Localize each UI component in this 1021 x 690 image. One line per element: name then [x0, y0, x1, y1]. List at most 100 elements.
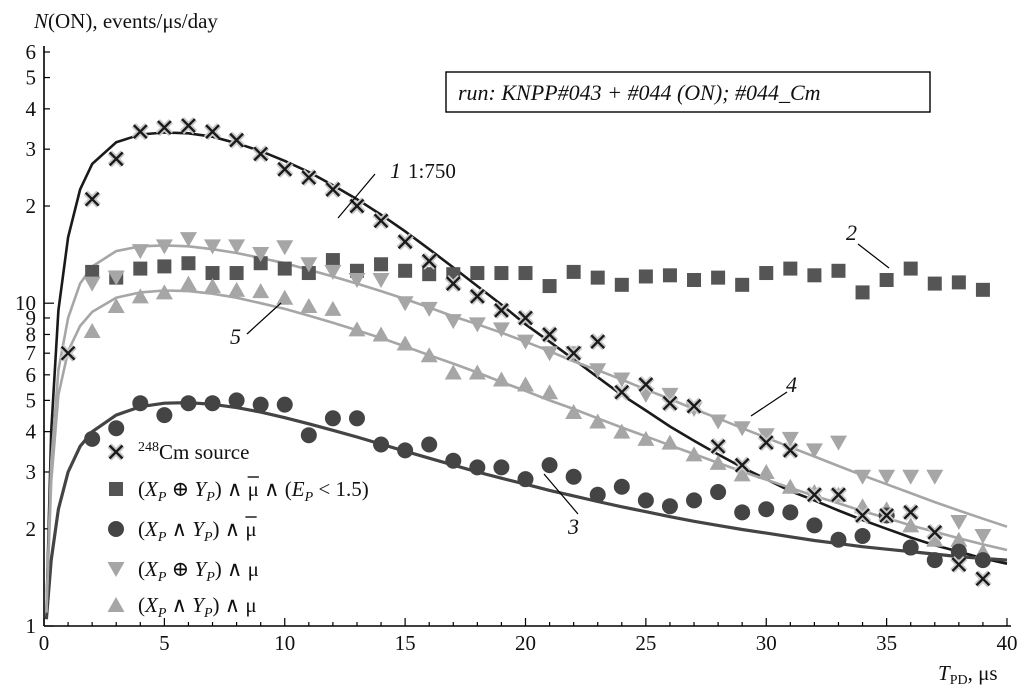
- point-sq: [614, 277, 629, 292]
- point-sq: [133, 261, 148, 276]
- point-circ: [276, 396, 293, 413]
- point-circ: [926, 552, 943, 569]
- point-tri_up: [204, 278, 222, 294]
- point-tri_down: [733, 421, 751, 437]
- curve-5-leader: [246, 302, 282, 335]
- point-tri_down: [228, 239, 246, 255]
- point-cm: [300, 168, 318, 187]
- y-minor-tick-label: 2: [26, 194, 37, 218]
- point-tri_up: [492, 371, 510, 387]
- point-tri_up: [276, 289, 294, 305]
- point-tri_down: [444, 314, 462, 330]
- y-minor-tick-label: 3: [26, 460, 37, 484]
- point-tri_up: [637, 430, 655, 446]
- point-tri_down: [661, 387, 679, 403]
- point-tri_down: [829, 435, 847, 451]
- point-sq: [229, 266, 244, 281]
- point-tri_up: [733, 466, 751, 482]
- point-circ: [493, 459, 510, 476]
- x-axis-label-italic: T: [938, 661, 951, 685]
- point-tri_up: [228, 281, 246, 297]
- series-tri_down: [83, 232, 992, 545]
- point-cm: [613, 383, 631, 401]
- point-tri_up: [781, 478, 799, 494]
- point-cm: [878, 506, 896, 525]
- point-tri_down: [926, 469, 944, 485]
- point-circ: [974, 552, 991, 569]
- legend-entry-tri_down: (XP ⊕ YP) ∧ μ: [107, 557, 259, 585]
- point-cm: [733, 456, 751, 474]
- point-tri_up: [565, 404, 583, 420]
- point-tri_down: [131, 244, 149, 260]
- y-minor-tick-label: 4: [26, 420, 37, 444]
- point-tri_down: [878, 469, 896, 485]
- point-sq: [205, 266, 220, 281]
- point-circ: [950, 543, 967, 560]
- point-cm: [179, 116, 198, 135]
- point-circ: [902, 539, 919, 556]
- y-tick-label: 1: [26, 614, 37, 638]
- legend-label: (XP ⊕ YP) ∧ μ: [138, 557, 259, 585]
- point-tri_up: [950, 531, 968, 547]
- y-minor-tick-label: 3: [26, 137, 37, 161]
- point-cm: [227, 131, 246, 149]
- curve-label-2: 2: [846, 220, 857, 245]
- point-tri_up: [926, 531, 944, 547]
- series-cm: [59, 116, 992, 588]
- y-minor-tick-label: 4: [26, 97, 37, 121]
- point-sq: [518, 266, 533, 281]
- point-cm: [59, 344, 77, 362]
- point-circ: [734, 504, 751, 521]
- point-tri_up: [685, 446, 703, 462]
- point-circ: [252, 396, 269, 413]
- y-axis-label: N(ON), events/μs/day: [33, 9, 218, 33]
- curve-annotations: 1 1:750 2 3 4 5: [230, 158, 890, 539]
- point-circ: [373, 436, 390, 453]
- point-circ: [300, 427, 317, 444]
- legend-mu: μ: [245, 517, 256, 541]
- y-minor-tick-label: 5: [26, 66, 37, 90]
- curve-label-4: 4: [786, 372, 797, 397]
- point-circ: [758, 501, 775, 518]
- point-cm: [468, 287, 486, 305]
- point-cm: [540, 325, 559, 344]
- series-sq: [85, 253, 990, 300]
- point-circ: [589, 486, 606, 503]
- point-tri_up: [252, 283, 270, 299]
- point-sq: [398, 263, 413, 278]
- point-tri_down: [83, 276, 101, 292]
- point-tri_up: [709, 454, 727, 470]
- point-cm: [131, 123, 149, 141]
- point-cm: [805, 486, 824, 504]
- point-sq: [807, 268, 822, 283]
- point-circ: [613, 478, 630, 495]
- point-tri_down: [204, 239, 222, 255]
- point-sq: [879, 272, 894, 287]
- point-circ: [204, 395, 221, 412]
- point-tri_up: [348, 321, 366, 337]
- point-tri_down: [492, 322, 510, 338]
- point-sq: [542, 279, 557, 294]
- y-minor-tick-label: 6: [26, 40, 37, 64]
- curve-3-leader: [543, 473, 579, 515]
- point-cm: [372, 212, 390, 230]
- y-axis-label-italic: N: [33, 9, 49, 33]
- point-sq: [831, 263, 846, 278]
- legend-label: (XP ⊕ YP) ∧ μ ∧ (EP < 1.5): [138, 477, 369, 505]
- legend-mu: μ: [248, 557, 259, 581]
- point-tri_down: [468, 317, 486, 333]
- point-tri_down: [709, 414, 727, 430]
- legend-label: 248Cm source: [138, 440, 249, 464]
- point-cm: [950, 555, 968, 574]
- point-tri_down: [348, 272, 366, 288]
- point-circ: [830, 531, 847, 548]
- point-tri_up: [131, 288, 149, 304]
- point-tri_up: [541, 384, 559, 400]
- point-cm: [420, 252, 438, 270]
- legend-entry-tri_up: (XP ∧ YP) ∧ μ: [107, 593, 257, 621]
- x-tick-label: 30: [756, 631, 777, 655]
- point-cm: [203, 123, 222, 141]
- point-cm: [974, 570, 992, 588]
- point-tri_up: [420, 347, 438, 363]
- y-minor-tick-label: 5: [26, 388, 37, 412]
